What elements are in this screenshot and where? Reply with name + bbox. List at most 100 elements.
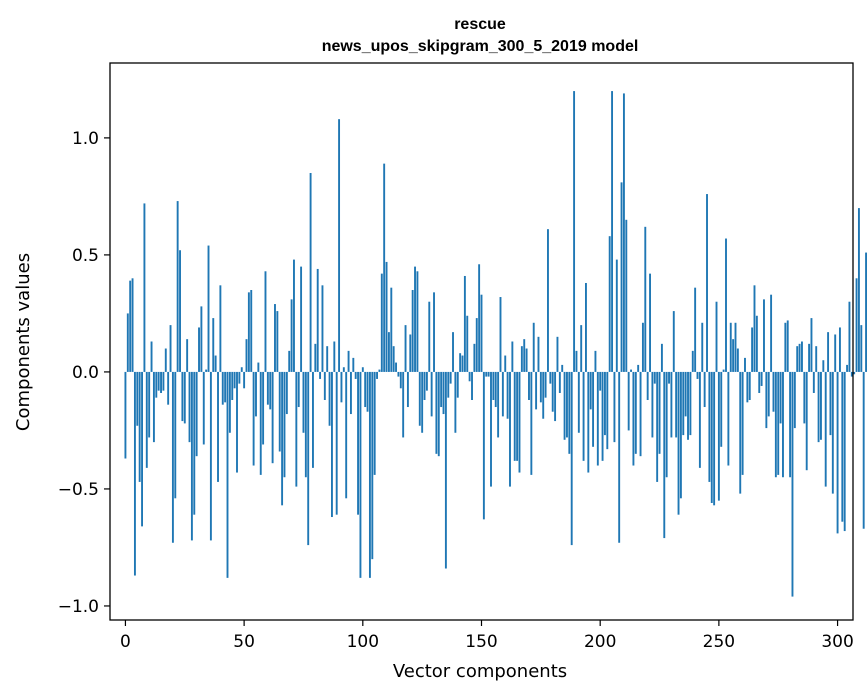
bar <box>442 371 445 415</box>
bar <box>525 348 528 372</box>
bar <box>157 371 160 391</box>
bar <box>378 369 381 372</box>
bar <box>694 287 697 372</box>
bar <box>668 371 670 384</box>
bar <box>703 371 706 408</box>
bar <box>266 371 269 405</box>
bar <box>447 371 450 398</box>
bar <box>160 371 162 393</box>
bar <box>622 93 625 372</box>
bar <box>793 371 796 429</box>
bar <box>402 371 405 438</box>
bar <box>606 371 609 450</box>
bar <box>411 290 414 372</box>
bar <box>841 371 844 522</box>
bar <box>233 371 236 389</box>
bar <box>779 371 782 424</box>
bar <box>589 371 592 410</box>
bar <box>247 292 250 372</box>
bar <box>176 201 179 372</box>
bar <box>751 327 754 372</box>
bar <box>179 250 181 372</box>
bar <box>454 371 457 433</box>
x-tick-label: 250 <box>703 632 735 652</box>
bar <box>271 371 274 464</box>
bar <box>490 371 492 487</box>
bar <box>492 371 495 400</box>
bar <box>741 371 744 475</box>
bar <box>732 339 735 372</box>
x-tick-label: 300 <box>821 632 853 652</box>
bar <box>753 285 756 372</box>
y-tick-label: 1.0 <box>72 129 99 149</box>
bar <box>264 271 267 372</box>
bar <box>129 280 132 372</box>
bar <box>319 371 322 379</box>
bar <box>368 371 371 578</box>
bar <box>542 371 545 419</box>
bar <box>577 371 580 433</box>
bar <box>727 371 730 466</box>
bar <box>516 371 519 461</box>
bar <box>183 371 186 424</box>
bar <box>820 371 822 440</box>
bar <box>706 194 708 372</box>
bar <box>214 355 217 372</box>
bar <box>729 322 732 372</box>
bar <box>672 311 675 372</box>
bar <box>202 371 205 445</box>
bar <box>824 371 827 487</box>
bar <box>188 371 191 443</box>
bar <box>238 371 241 384</box>
bar <box>224 371 227 403</box>
x-axis-ticks: 0 50 100 150 200 250 300 <box>120 620 854 652</box>
bar <box>641 322 644 372</box>
bar <box>637 364 640 372</box>
bar <box>480 294 483 372</box>
bar <box>615 259 618 372</box>
x-tick-label: 200 <box>584 632 616 652</box>
bar <box>796 346 799 372</box>
bar <box>763 299 765 372</box>
bar <box>466 315 469 372</box>
bar <box>587 371 590 473</box>
bar <box>782 371 784 478</box>
bar <box>639 371 642 457</box>
bar <box>186 339 189 372</box>
bar <box>684 371 687 417</box>
bar <box>558 371 561 393</box>
bar <box>670 371 673 438</box>
bar <box>710 371 713 503</box>
bar <box>409 334 412 372</box>
bar <box>717 371 720 501</box>
bar <box>653 371 656 384</box>
bar <box>649 273 651 372</box>
bar <box>138 371 141 482</box>
bar <box>304 371 307 478</box>
bar <box>433 292 435 372</box>
bar <box>309 173 312 372</box>
bar <box>765 371 768 429</box>
bar <box>487 371 490 377</box>
bar <box>366 371 369 412</box>
bar <box>523 339 526 372</box>
bar <box>347 350 350 372</box>
bar <box>406 371 409 408</box>
y-axis-ticks: −1.0 −0.5 0.0 0.5 1.0 <box>58 129 110 617</box>
bar <box>461 355 464 372</box>
bar <box>651 371 654 438</box>
bar <box>594 350 597 372</box>
bar <box>221 371 224 405</box>
bar <box>252 371 255 466</box>
bar <box>551 371 554 412</box>
bar <box>300 266 303 372</box>
bar <box>314 343 317 372</box>
x-tick-label: 50 <box>233 632 255 652</box>
bar <box>713 371 716 506</box>
bar <box>563 371 566 440</box>
bar <box>392 346 395 372</box>
bar <box>675 371 678 438</box>
bar <box>231 371 234 400</box>
bar <box>126 313 129 372</box>
bar <box>361 367 364 372</box>
